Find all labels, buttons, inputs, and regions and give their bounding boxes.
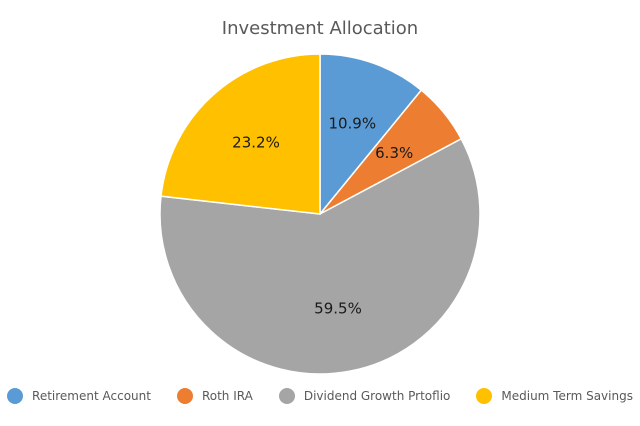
data-label: 10.9% [328,115,376,133]
chart-title: Investment Allocation [221,18,419,39]
legend-item-retirement-account: Retirement Account [7,388,151,404]
legend-label: Medium Term Savings [501,389,633,403]
pie-slice-retirement-account [319,53,423,217]
legend-label: Retirement Account [32,389,151,403]
legend-swatch [278,388,295,404]
data-label: 59.5% [314,299,362,317]
legend-swatch [176,388,193,404]
legend-item-roth-ira: Roth IRA [176,388,253,404]
legend-label: Dividend Growth Prtoflio [303,389,451,403]
legend-label: Roth IRA [201,389,253,403]
pie-slice-dividend-growth-prtoflio [159,137,481,375]
chart-legend: Retirement Account Roth IRA Dividend Gro… [0,384,640,408]
legend-item-medium-term-savings: Medium Term Savings [476,388,633,404]
data-label: 6.3% [375,144,413,162]
legend-swatch [476,388,493,404]
data-label: 23.2% [232,133,280,151]
legend-swatch [7,388,24,404]
pie-slice-medium-term-savings [160,53,321,215]
legend-item-dividend-growth-portfolio: Dividend Growth Prtoflio [278,388,451,404]
